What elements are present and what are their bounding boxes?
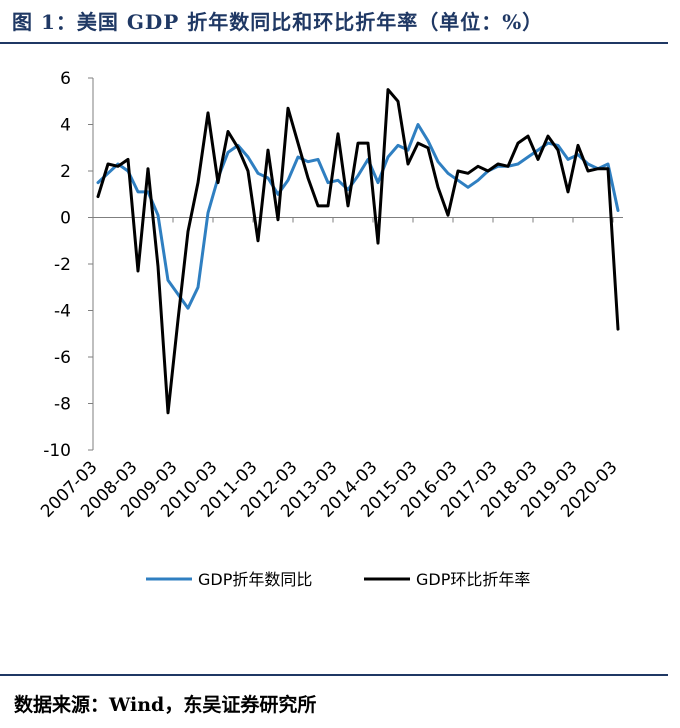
y-axis-ticks: 6 4 2 0 -2 -4 -6 -8 -10 <box>43 69 93 461</box>
figure-title: 图 1：美国 GDP 折年数同比和环比折年率（单位：%） <box>12 10 544 34</box>
y-tick-label: -6 <box>54 348 71 368</box>
y-tick-label: 6 <box>60 69 71 89</box>
y-tick-label: -4 <box>54 302 71 322</box>
x-axis-ticks: 2007-032008-032009-032010-032011-032012-… <box>37 217 622 522</box>
y-tick-label: 4 <box>60 116 71 136</box>
y-tick-label: -8 <box>54 395 71 415</box>
line-chart: 6 4 2 0 -2 -4 -6 -8 -10 2007-032008-032009-03201… <box>37 69 623 589</box>
series-line-yoy <box>96 123 620 310</box>
y-tick-label: -10 <box>43 441 71 461</box>
data-source-note: 数据来源：Wind，东吴证券研究所 <box>14 694 317 716</box>
chart-axes <box>92 78 623 450</box>
series-line-qoq <box>96 88 620 415</box>
footer-divider <box>0 674 668 676</box>
chart-legend: GDP折年数同比 GDP环比折年率 <box>146 570 530 589</box>
legend-label: GDP环比折年率 <box>416 570 530 589</box>
title-divider <box>0 42 668 44</box>
legend-label: GDP折年数同比 <box>198 570 312 589</box>
y-tick-label: 2 <box>60 162 71 182</box>
y-tick-label: -2 <box>54 255 71 275</box>
y-tick-label: 0 <box>60 209 71 229</box>
series-lines <box>96 88 620 415</box>
